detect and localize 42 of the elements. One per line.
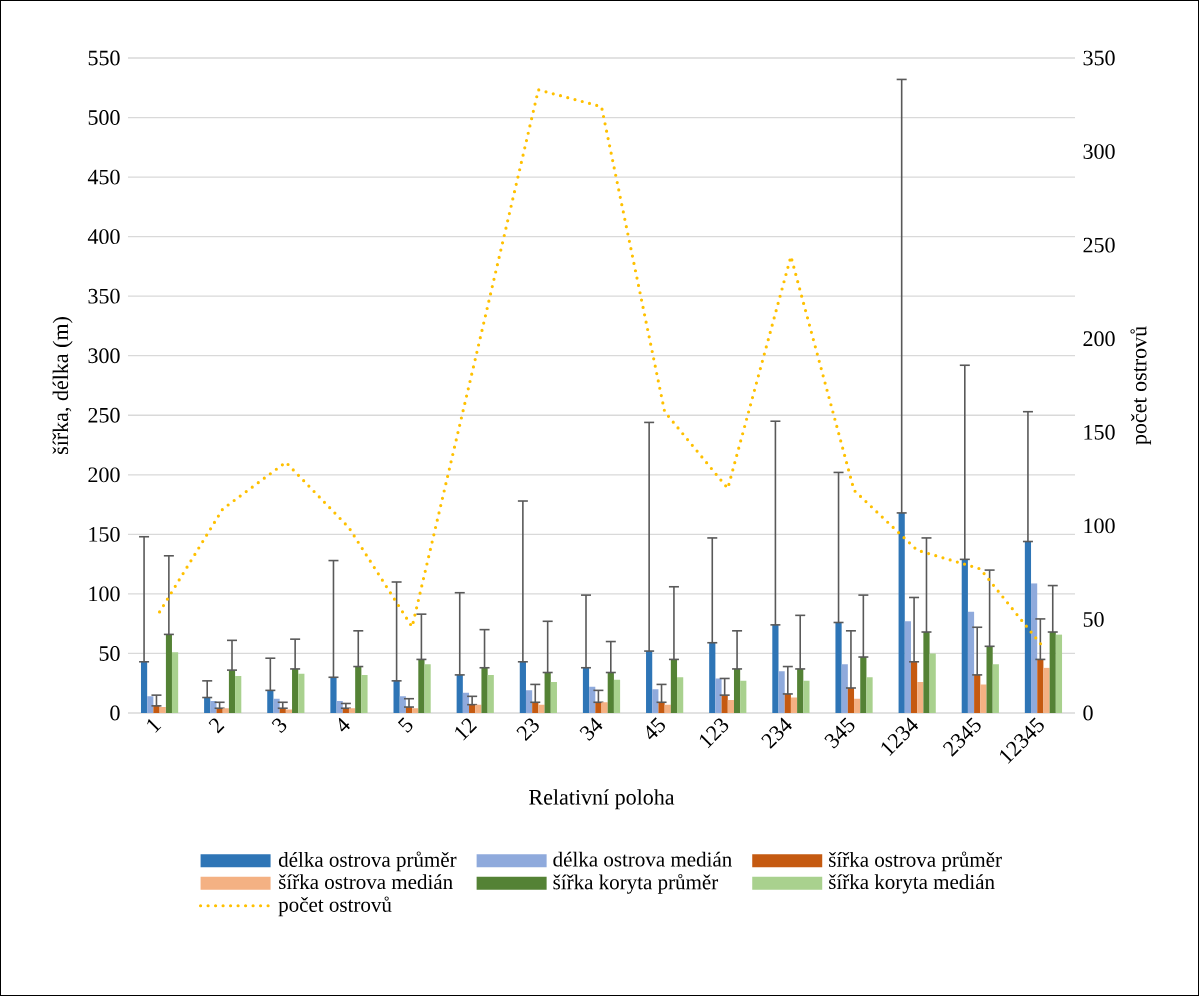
x-tick-label: 5	[397, 717, 413, 733]
y-tick-label: 200	[88, 467, 120, 483]
y-tick-label: 450	[87, 169, 120, 185]
y2-tick-label: 100	[1084, 518, 1115, 534]
y2-axis-title: počet ostrovů	[1130, 326, 1152, 445]
y2-tick-label: 50	[1083, 612, 1104, 627]
y-tick-label: 300	[88, 348, 120, 364]
y2-tick-label: 200	[1083, 331, 1115, 347]
x-tick-label: 34	[579, 717, 603, 741]
y2-tick-label: 0	[1083, 705, 1093, 721]
y2-tick-label: 150	[1084, 424, 1115, 440]
y2-tick-label: 250	[1083, 237, 1115, 253]
x-tick-label: 23	[516, 718, 539, 742]
y2-tick-label: 300	[1083, 144, 1115, 159]
x-axis-title: Relativní poloha	[529, 789, 675, 810]
x-tick-label: 4	[338, 717, 350, 732]
x-tick-label: 345	[824, 717, 855, 749]
y2-tick-label: 350	[1083, 50, 1115, 66]
y-tick-label: 500	[88, 110, 120, 125]
x-tick-label: 3	[271, 718, 287, 733]
legend-label: šířka koryta medián	[829, 874, 995, 894]
x-tick-label: 45	[646, 717, 665, 740]
x-tick-label: 234	[761, 717, 792, 749]
legend-label: šířka ostrova průměr	[829, 851, 1002, 872]
x-tick-label: 2	[208, 718, 225, 734]
legend-label: šířka koryta průměr	[553, 873, 719, 894]
y-tick-label: 0	[110, 705, 120, 721]
legend-label: šířka ostrova medián	[279, 874, 453, 890]
y-tick-label: 150	[89, 526, 120, 542]
x-tick-label: 123	[699, 718, 729, 749]
legend-label: počet ostrovů	[278, 896, 392, 917]
x-tick-label: 12	[455, 718, 478, 741]
y-tick-label: 100	[89, 586, 120, 602]
y-tick-label: 350	[88, 288, 120, 304]
legend-label: délka ostrova medián	[553, 851, 732, 867]
y-tick-label: 50	[99, 646, 120, 661]
x-tick-label: 1	[147, 719, 162, 733]
y-tick-label: 250	[88, 407, 120, 423]
y-axis-title: šířka, délka (m)	[52, 317, 73, 454]
y-tick-label: 400	[87, 229, 120, 245]
y-tick-label: 550	[88, 50, 120, 66]
legend-label: délka ostrova průměr	[278, 851, 457, 872]
